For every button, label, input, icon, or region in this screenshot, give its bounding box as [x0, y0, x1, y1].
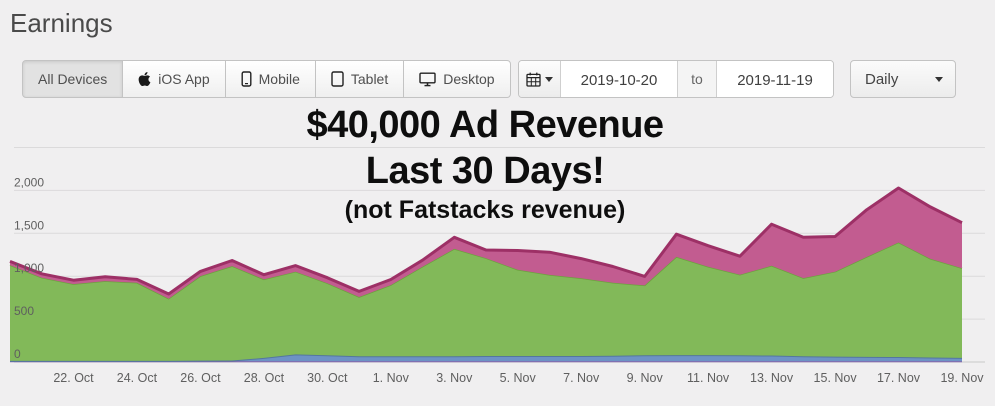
svg-text:28. Oct: 28. Oct — [244, 371, 285, 385]
svg-text:5. Nov: 5. Nov — [500, 371, 537, 385]
svg-text:15. Nov: 15. Nov — [814, 371, 858, 385]
svg-text:2,000: 2,000 — [14, 175, 44, 189]
svg-text:3. Nov: 3. Nov — [436, 371, 473, 385]
filter-tablet-label: Tablet — [350, 71, 389, 87]
svg-text:7. Nov: 7. Nov — [563, 371, 600, 385]
page-title: Earnings — [10, 8, 113, 38]
toolbar: All Devices iOS App Mobile Tablet — [0, 60, 995, 98]
filter-tablet[interactable]: Tablet — [314, 60, 405, 98]
filter-ios-app[interactable]: iOS App — [122, 60, 226, 98]
svg-text:0: 0 — [14, 347, 21, 361]
tablet-icon — [331, 71, 344, 87]
svg-text:9. Nov: 9. Nov — [627, 371, 664, 385]
filter-desktop-label: Desktop — [443, 71, 495, 87]
svg-text:26. Oct: 26. Oct — [180, 371, 221, 385]
svg-text:19. Nov: 19. Nov — [940, 371, 984, 385]
calendar-icon — [526, 72, 541, 87]
granularity-select[interactable]: Daily — [850, 60, 956, 98]
filter-mobile[interactable]: Mobile — [224, 60, 316, 98]
svg-text:1,500: 1,500 — [14, 218, 44, 232]
filter-all-devices-label: All Devices — [38, 71, 108, 87]
mobile-icon — [241, 71, 252, 87]
svg-text:22. Oct: 22. Oct — [53, 371, 94, 385]
apple-icon — [138, 71, 151, 87]
desktop-icon — [419, 72, 436, 87]
chevron-down-icon — [545, 76, 553, 82]
svg-text:500: 500 — [14, 304, 34, 318]
svg-text:13. Nov: 13. Nov — [750, 371, 794, 385]
chevron-down-icon — [935, 76, 943, 82]
filter-desktop[interactable]: Desktop — [403, 60, 511, 98]
date-range-picker: to — [518, 60, 834, 98]
svg-text:17. Nov: 17. Nov — [877, 371, 921, 385]
svg-text:24. Oct: 24. Oct — [117, 371, 158, 385]
svg-text:1. Nov: 1. Nov — [373, 371, 410, 385]
date-range-to-label: to — [677, 61, 717, 97]
svg-text:1,000: 1,000 — [14, 261, 44, 275]
svg-text:11. Nov: 11. Nov — [687, 371, 730, 385]
device-filter-group: All Devices iOS App Mobile Tablet — [22, 60, 511, 98]
start-date-input[interactable] — [561, 61, 677, 97]
granularity-value: Daily — [865, 70, 899, 88]
filter-ios-app-label: iOS App — [158, 71, 210, 87]
end-date-input[interactable] — [717, 61, 833, 97]
calendar-button[interactable] — [519, 61, 561, 97]
filter-all-devices[interactable]: All Devices — [22, 60, 124, 98]
svg-text:30. Oct: 30. Oct — [307, 371, 348, 385]
filter-mobile-label: Mobile — [258, 71, 300, 87]
